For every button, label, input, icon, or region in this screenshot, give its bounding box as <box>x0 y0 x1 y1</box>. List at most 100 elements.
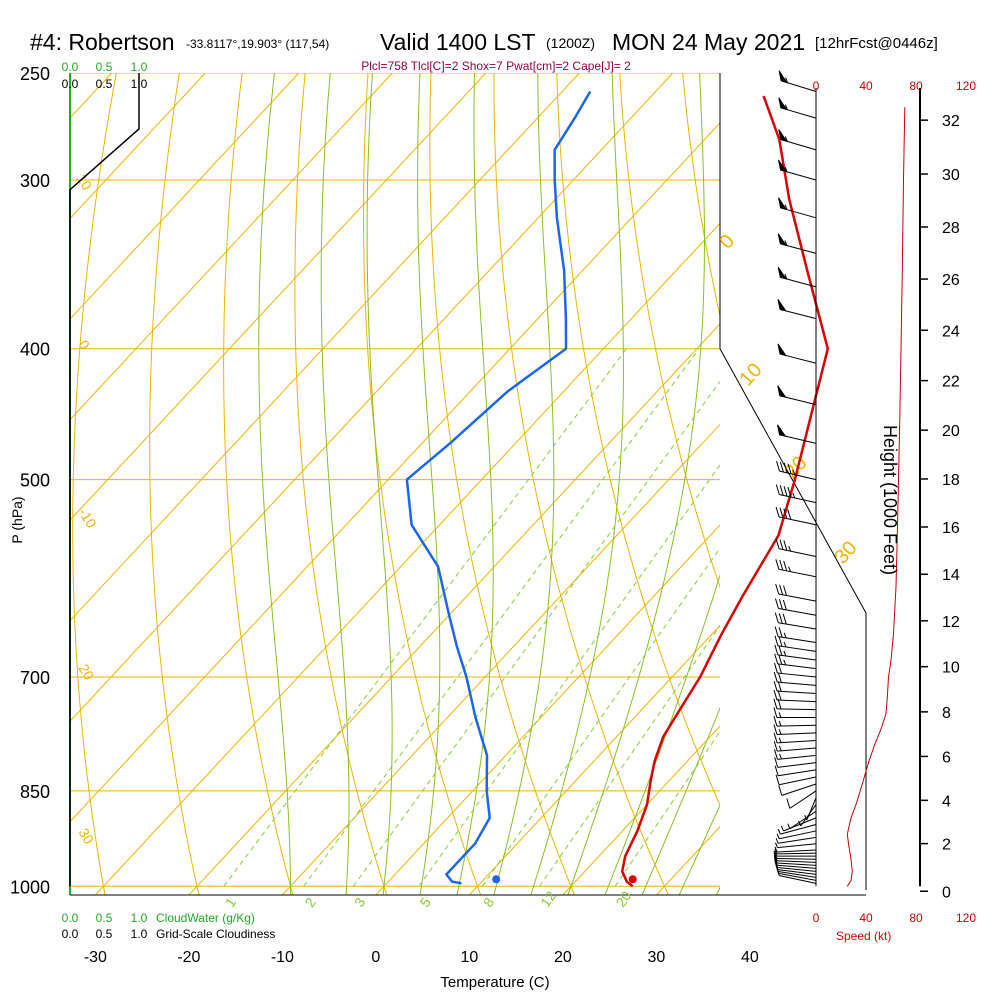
dry-adiabat-100 <box>929 49 1000 915</box>
wind-barb-feather <box>782 613 787 625</box>
wind-barb-shaft <box>776 860 817 863</box>
wind-barb <box>773 732 817 744</box>
cloudiness-profile <box>69 73 140 887</box>
temperature-axis-label: Temperature (C) <box>440 974 549 991</box>
wind-barbs <box>773 70 817 884</box>
wind-barb <box>776 460 817 481</box>
wind-barb <box>773 852 817 866</box>
wind-barb-shaft <box>778 516 817 526</box>
wind-barb-feather <box>778 627 783 638</box>
temperature-profile <box>620 95 830 888</box>
wind-barb-half-feather <box>778 745 782 752</box>
wind-barb-feather <box>778 613 783 624</box>
wind-barb-feather <box>773 852 778 864</box>
utc-time: (1200Z) <box>546 35 595 51</box>
wind-barb <box>777 267 817 288</box>
wind-barb-half-feather <box>778 737 782 743</box>
wind-barb-feather <box>775 484 780 495</box>
wind-barb <box>774 653 817 670</box>
wind-barb-half-feather <box>783 632 787 639</box>
wind-barb <box>773 681 817 695</box>
moist-adiabat-16 <box>530 73 624 895</box>
wind-barb <box>773 749 817 760</box>
mixing-ratio-lines <box>223 348 720 887</box>
wind-barb-feather <box>783 560 788 572</box>
height-tick-28: 28 <box>942 220 960 237</box>
wind-barb-feather <box>779 539 784 550</box>
wind-barb-feather <box>779 461 784 473</box>
mixing-ratio-line-2 <box>303 348 700 887</box>
wind-barb-feather <box>783 462 788 474</box>
wind-barb <box>775 538 817 557</box>
wind-barb-shaft <box>778 622 817 630</box>
wind-barb <box>774 842 817 849</box>
mixing-ratio-line-5 <box>418 464 720 887</box>
wind-barb-half-feather <box>788 545 792 552</box>
wind-barb <box>775 836 817 844</box>
wind-barb-shaft <box>777 862 817 866</box>
wind-barb-half-feather <box>774 850 778 857</box>
temperature-tick-20: 20 <box>554 949 572 966</box>
wind-barb <box>787 810 817 830</box>
wind-barb-half-feather <box>778 729 782 735</box>
wind-barb <box>778 129 817 151</box>
height-tick-32: 32 <box>942 113 960 130</box>
wind-barb-shaft <box>778 836 817 844</box>
cloudwater-label: CloudWater (g/Kg) <box>156 911 255 925</box>
wind-barb-flag <box>777 299 787 312</box>
dry-adiabat-110 <box>992 49 1000 915</box>
speed-tick-top-120: 120 <box>956 79 976 93</box>
wind-barb-half-feather <box>784 273 788 280</box>
wind-barb-shaft <box>778 636 817 643</box>
height-tick-0: 0 <box>942 884 951 901</box>
isotherm-labels: 30 20 -10 0 10 <box>73 171 99 847</box>
wind-barb <box>778 97 817 119</box>
wind-barb-half-feather <box>787 823 791 829</box>
wind-barb-feather <box>774 626 779 637</box>
wind-barb-feather <box>773 681 778 692</box>
height-axis-label: Height (1000 Feet) <box>880 425 900 575</box>
wind-barb <box>804 797 817 821</box>
wind-barb <box>778 197 817 219</box>
wind-barb <box>773 715 817 727</box>
wind-barb-flag <box>778 197 788 211</box>
wind-barb <box>775 559 817 578</box>
plot-step-boundary <box>719 348 867 890</box>
wind-barb-feather <box>779 485 784 496</box>
wind-barb-shaft <box>777 754 817 760</box>
wind-barb-feather <box>783 540 788 551</box>
wind-barb-half-feather <box>774 853 778 859</box>
bottom-cloudwater-tick-0: 0.0 <box>62 911 79 925</box>
pressure-tick-1000: 1000 <box>10 877 50 897</box>
wind-barb-flag <box>777 267 788 280</box>
height-tick-30: 30 <box>942 167 960 184</box>
dry-adiabat--10 <box>223 73 294 895</box>
height-axis: Height (1000 Feet) 024681012141618202224… <box>880 88 960 901</box>
wind-barb-shaft <box>777 740 817 744</box>
dry-adiabat-0 <box>294 73 388 895</box>
wind-barb-half-feather <box>783 659 787 666</box>
wind-barb <box>777 385 817 406</box>
pressure-axis-label: P (hPa) <box>9 496 25 543</box>
wind-barb-half-feather <box>778 712 782 718</box>
wind-barb-flag <box>777 424 787 437</box>
height-tick-18: 18 <box>942 472 960 489</box>
moist-adiabat-32 <box>678 803 720 895</box>
dry-adiabat-60 <box>682 73 720 319</box>
top-cloudwater-tick-1: 0.5 <box>96 60 113 74</box>
pressure-tick-500: 500 <box>20 471 50 491</box>
wind-barb-shaft <box>789 790 817 809</box>
wind-barb-half-feather <box>779 753 782 760</box>
isotherm-label-left-2: -10 <box>75 505 99 531</box>
wind-barb-half-feather <box>783 650 787 657</box>
wind-barb-shaft <box>776 708 817 711</box>
wind-barb-half-feather <box>780 825 784 832</box>
wind-barb-shaft <box>780 823 817 835</box>
wind-barb-half-feather <box>777 828 781 835</box>
wind-barb-feather <box>774 635 779 646</box>
dry-adiabat--30 <box>72 73 117 895</box>
wind-barb-shaft <box>806 797 817 821</box>
wind-barb-flag <box>778 159 788 173</box>
wind-barb-feather <box>782 599 787 611</box>
